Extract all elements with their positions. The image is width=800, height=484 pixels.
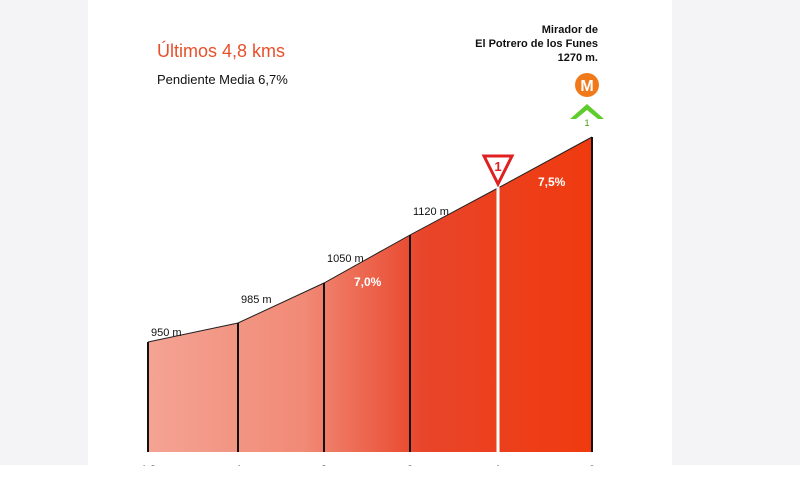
altitude-label: 1050 m [327,253,364,265]
profile-edge [147,136,593,343]
summit-line: El Potrero de los Funes [475,38,598,50]
side-right [672,0,800,465]
profile [148,137,592,452]
flag-icon [481,154,515,188]
side-left [0,0,88,465]
km-lines [147,137,593,452]
summit-line: 1270 m. [558,52,598,64]
summit-line: Mirador de [542,24,598,36]
title: Últimos 4,8 kms [157,40,285,61]
altitude-label: 950 m [151,327,182,339]
category-text: 1 [584,118,589,128]
flag-text: 1 [494,159,501,174]
summit: Mirador de El Potrero de los Funes 1270 … [475,24,598,64]
altitudes: 950 m 985 m 1050 m 1120 m [151,206,449,339]
gradient-label: 7,0% [354,275,382,289]
altitude-label: 1120 m [413,206,449,218]
summit-icon-text: M [580,78,593,95]
subtitle: Pendiente Media 6,7% [157,72,288,87]
gradient-label: 7,5% [538,175,566,189]
category-icon [570,104,604,119]
altitude-label: 985 m [241,294,272,306]
summit-icon [575,73,599,97]
bottom-crop [0,466,800,484]
